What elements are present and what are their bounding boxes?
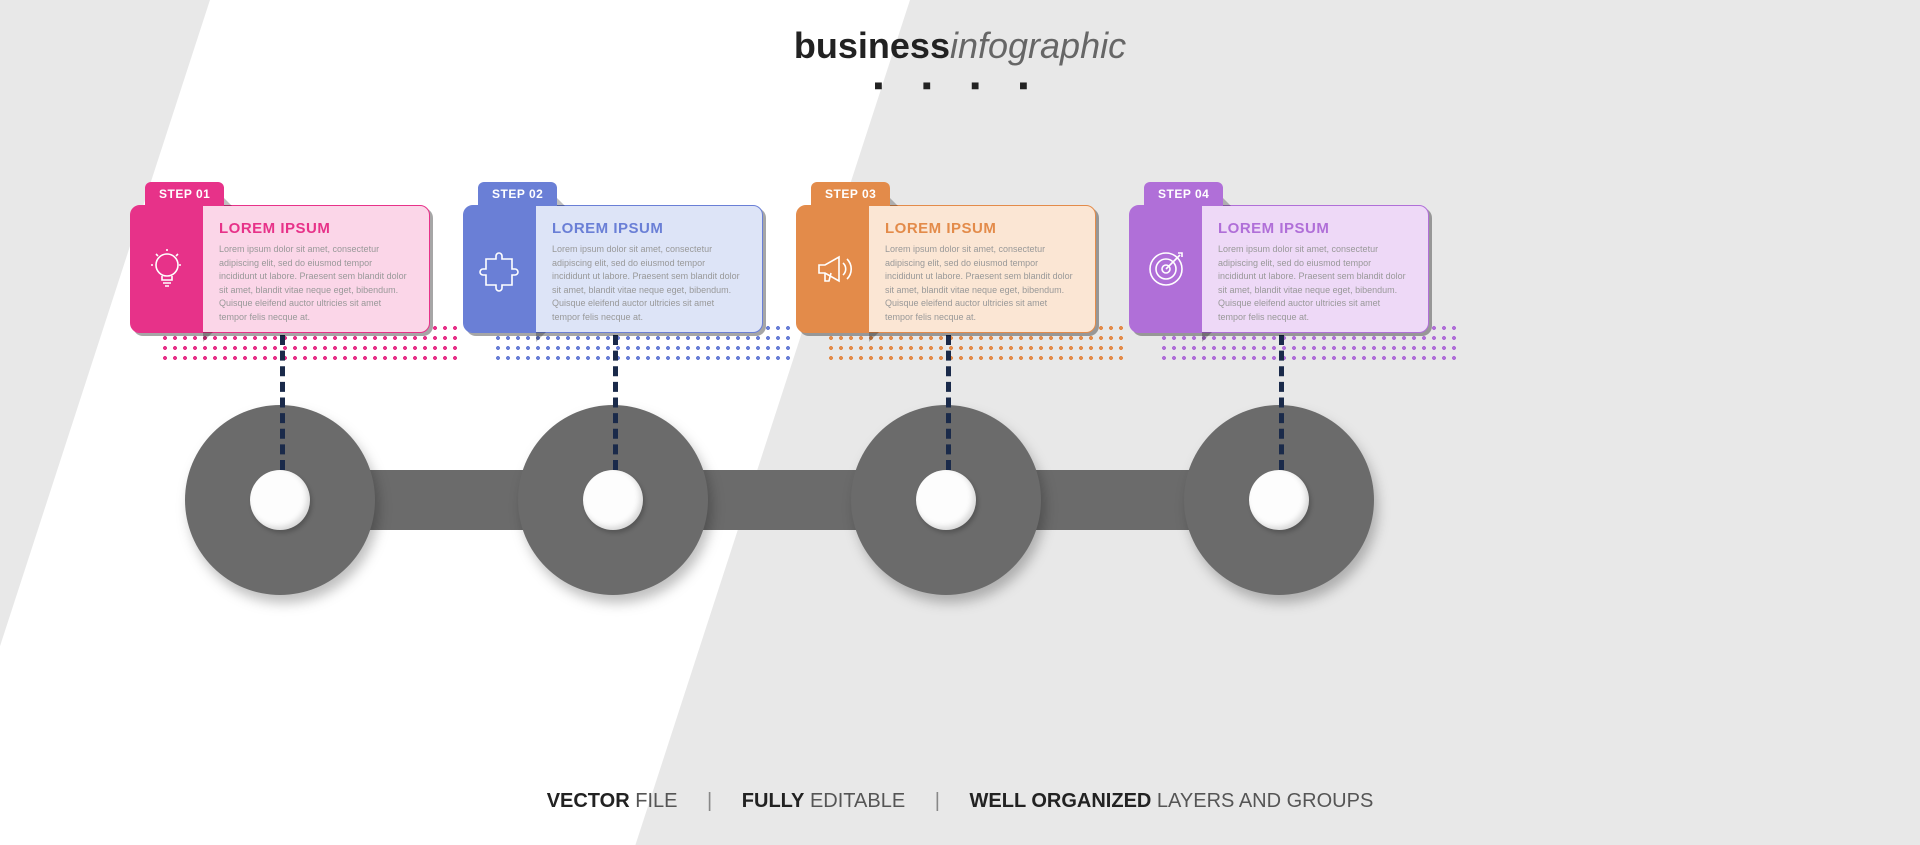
footer-part-0-light: FILE xyxy=(630,790,678,812)
connector-line xyxy=(1279,335,1284,470)
step-text: LOREM IPSUM Lorem ipsum dolor sit amet, c… xyxy=(536,206,762,332)
step-body: Lorem ipsum dolor sit amet, consectetur … xyxy=(885,243,1077,324)
title-light: infographic xyxy=(950,25,1126,66)
footer-part-1-light: EDITABLE xyxy=(804,790,905,812)
footer-part-1-bold: FULLY xyxy=(742,790,805,812)
step-card: STEP 03LOREM IPSUMLorem ipsum dolor sit … xyxy=(796,205,1096,333)
step-card: STEP 04LOREM IPSUMLorem ipsum dolor sit … xyxy=(1129,205,1429,333)
footer-part-2-bold: WELL ORGANIZED xyxy=(970,790,1152,812)
megaphone-icon xyxy=(797,206,869,332)
lightbulb-icon xyxy=(131,206,203,332)
footer-part-2-light: LAYERS AND GROUPS xyxy=(1151,790,1373,812)
step-text: LOREM IPSUM Lorem ipsum dolor sit amet, c… xyxy=(869,206,1095,332)
step-body: Lorem ipsum dolor sit amet, consectetur … xyxy=(1218,243,1410,324)
timeline-node-inner xyxy=(583,470,643,530)
step-title: LOREM IPSUM xyxy=(885,220,1077,237)
footer: VECTOR FILE | FULLY EDITABLE | WELL ORGA… xyxy=(0,790,1920,813)
step-text: LOREM IPSUM Lorem ipsum dolor sit amet, c… xyxy=(1202,206,1428,332)
title-bold: business xyxy=(794,25,950,66)
step-tab: STEP 01 xyxy=(145,182,224,206)
connector-line xyxy=(280,335,285,470)
step-body: Lorem ipsum dolor sit amet, consectetur … xyxy=(219,243,411,324)
step-tab: STEP 03 xyxy=(811,182,890,206)
step-tab: STEP 04 xyxy=(1144,182,1223,206)
connector-line xyxy=(946,335,951,470)
footer-sep: | xyxy=(935,790,940,812)
step-card: STEP 02LOREM IPSUMLorem ipsum dolor sit … xyxy=(463,205,763,333)
step-card: STEP 01LOREM IPSUMLorem ipsum dolor sit … xyxy=(130,205,430,333)
step-text: LOREM IPSUM Lorem ipsum dolor sit amet, c… xyxy=(203,206,429,332)
title-dots: ■ ■ ■ ■ xyxy=(0,77,1920,93)
timeline-node-inner xyxy=(916,470,976,530)
timeline-node-inner xyxy=(1249,470,1309,530)
target-icon xyxy=(1130,206,1202,332)
step-title: LOREM IPSUM xyxy=(552,220,744,237)
puzzle-icon xyxy=(464,206,536,332)
page-title: businessinfographic ■ ■ ■ ■ xyxy=(0,25,1920,93)
step-title: LOREM IPSUM xyxy=(1218,220,1410,237)
timeline-node-inner xyxy=(250,470,310,530)
footer-sep: | xyxy=(707,790,712,812)
step-body: Lorem ipsum dolor sit amet, consectetur … xyxy=(552,243,744,324)
step-tab: STEP 02 xyxy=(478,182,557,206)
background-band xyxy=(0,0,975,845)
connector-line xyxy=(613,335,618,470)
footer-part-0-bold: VECTOR xyxy=(547,790,630,812)
step-title: LOREM IPSUM xyxy=(219,220,411,237)
